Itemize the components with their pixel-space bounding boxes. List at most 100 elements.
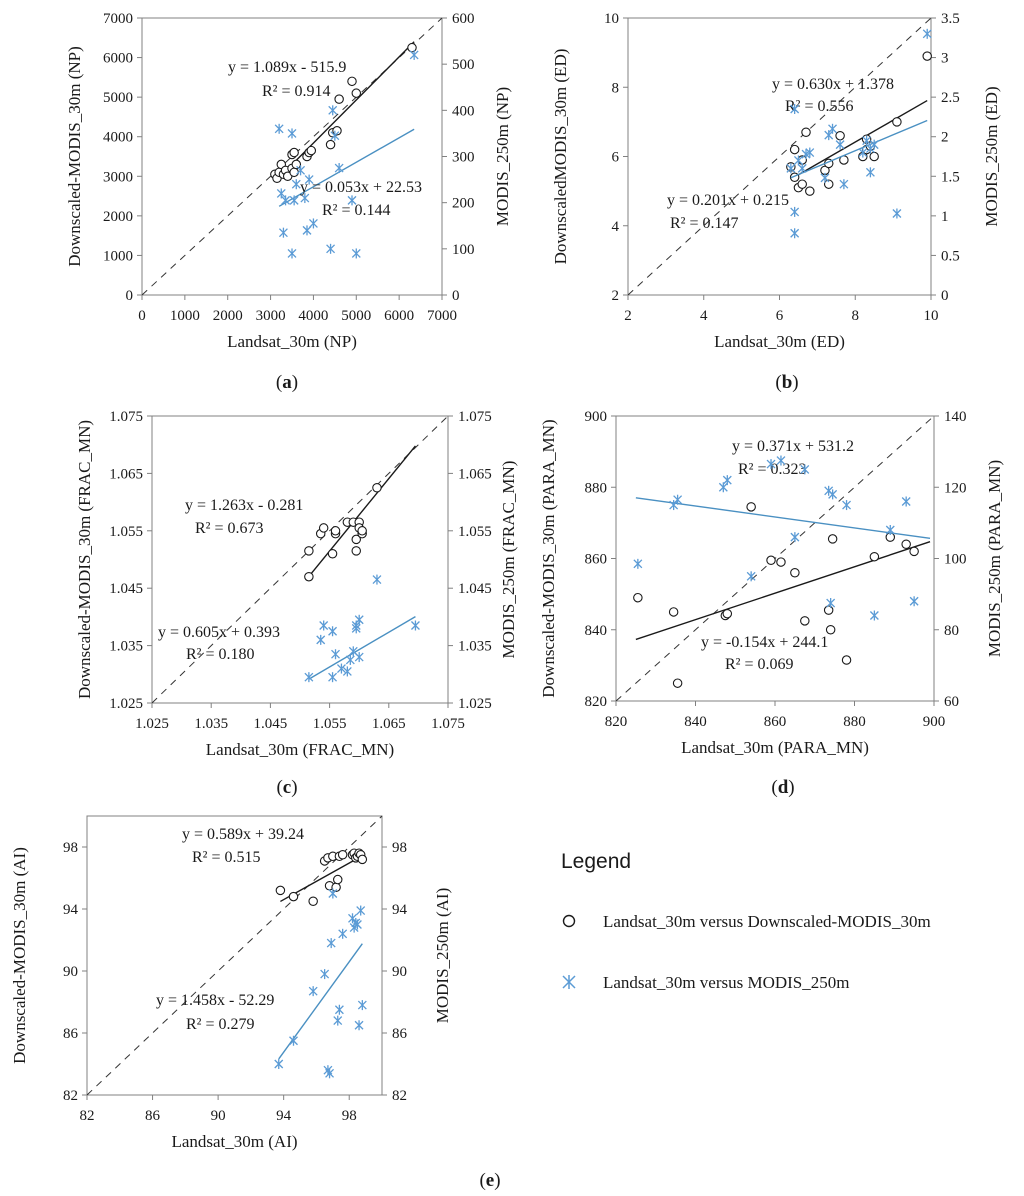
- trend-equation: y = 0.605x + 0.393: [158, 624, 280, 641]
- data-point: [865, 167, 875, 178]
- x-tick-label: 98: [342, 1108, 357, 1124]
- y-right-tick-label: 80: [944, 623, 959, 639]
- data-point: [776, 557, 786, 567]
- y-left-axis-label: Downscaled-MODIS_30m (AI): [10, 847, 29, 1064]
- y-left-tick-label: 1.065: [109, 466, 143, 482]
- y-left-tick-label: 6: [612, 150, 620, 166]
- trend-line: [278, 128, 415, 207]
- legend-item-circle: Landsat_30m versus Downscaled-MODIS_30m: [562, 912, 931, 931]
- data-point: [901, 539, 911, 549]
- data-point: [326, 938, 336, 949]
- data-point: [766, 459, 776, 470]
- data-point: [766, 555, 776, 566]
- data-point: [789, 144, 800, 155]
- data-point: [892, 208, 902, 219]
- x-tick-label: 4: [700, 308, 708, 324]
- trend-equation: y = 0.201x + 0.215: [667, 192, 789, 209]
- data-point: [319, 620, 329, 631]
- y-right-axis-label: MODIS_250m (AI): [433, 888, 452, 1024]
- data-point: [828, 123, 837, 134]
- y-left-tick-label: 4: [612, 219, 620, 235]
- data-point: [328, 888, 338, 899]
- data-point: [333, 1015, 343, 1026]
- legend-star-marker: [562, 975, 576, 989]
- series-downscaled: y = 0.371x + 531.2 R² = 0.323: [633, 438, 931, 688]
- panel-label: (e): [479, 1170, 500, 1191]
- data-point: [289, 167, 299, 178]
- data-point: [334, 163, 344, 174]
- series-modis: y = 0.053x + 22.53 R² = 0.144: [274, 49, 422, 259]
- x-tick-label: 6: [776, 308, 784, 324]
- data-point: [274, 1059, 284, 1069]
- data-point: [354, 614, 364, 625]
- x-tick-label: 7000: [427, 308, 457, 324]
- y-left-tick-label: 1.035: [109, 639, 143, 655]
- y-left-tick-label: 6000: [103, 51, 133, 67]
- y-left-tick-label: 860: [585, 552, 608, 568]
- x-tick-label: 94: [276, 1108, 292, 1124]
- data-point: [289, 195, 299, 206]
- plots-layer: 0 1000 2000 3000 4000 5000 6000 700001000200030…: [10, 11, 1004, 1191]
- y-right-tick-label: 0: [452, 288, 460, 304]
- data-point: [722, 475, 732, 486]
- data-point: [291, 179, 301, 190]
- data-point: [304, 672, 314, 683]
- panel-label: (c): [276, 777, 297, 798]
- plot-frame: [151, 415, 449, 704]
- y-right-axis-label: MODIS_250m (ED): [982, 86, 1001, 226]
- data-point: [797, 163, 807, 174]
- panel-c: 1.025 1.035 1.045 1.055 1.065 1.075 1.025 1.035…: [75, 409, 518, 798]
- y-left-tick-label: 1.055: [109, 524, 143, 540]
- data-point: [793, 155, 803, 166]
- data-point: [801, 127, 811, 138]
- legend-item-label: Landsat_30m versus MODIS_250m: [603, 973, 849, 992]
- data-point: [308, 986, 318, 997]
- x-tick-label: 1000: [170, 308, 200, 324]
- series-modis: y = 0.605x + 0.393 R² = 0.180: [158, 574, 420, 683]
- data-point: [327, 549, 338, 559]
- y-left-tick-label: 2: [612, 288, 620, 304]
- x-tick-label: 82: [80, 1108, 95, 1124]
- y-right-tick-label: 1.075: [458, 409, 492, 425]
- y-right-tick-label: 1.5: [941, 169, 960, 185]
- x-tick-label: 900: [923, 714, 946, 730]
- x-tick-label: 1.035: [194, 716, 228, 732]
- y-right-tick-label: 300: [452, 150, 475, 166]
- x-tick-label: 5000: [341, 308, 371, 324]
- trend-r2: R² = 0.914: [262, 83, 331, 100]
- data-point: [633, 558, 643, 569]
- y-right-tick-label: 0: [941, 288, 949, 304]
- data-point: [668, 607, 679, 617]
- data-point: [869, 610, 879, 621]
- data-point: [828, 489, 838, 500]
- data-point: [805, 147, 815, 158]
- data-point: [330, 130, 340, 141]
- y-left-tick-label: 880: [585, 480, 608, 496]
- data-point: [825, 624, 836, 635]
- trend-line: [274, 41, 415, 183]
- legend-title: Legend: [561, 850, 631, 873]
- y-right-tick-label: 400: [452, 103, 475, 119]
- data-point: [334, 1004, 344, 1015]
- data-point: [922, 28, 932, 39]
- data-point: [797, 179, 807, 189]
- y-right-tick-label: 100: [452, 242, 475, 258]
- y-right-tick-label: 3: [941, 51, 949, 67]
- y-right-tick-label: 2: [941, 130, 949, 146]
- y-left-tick-label: 900: [585, 409, 608, 425]
- data-point: [300, 193, 310, 204]
- trend-line: [635, 497, 931, 540]
- trend-r2: R² = 0.069: [725, 656, 794, 673]
- y-right-tick-label: 0.5: [941, 248, 960, 264]
- y-left-tick-label: 3000: [103, 169, 133, 185]
- data-point: [842, 500, 852, 511]
- x-tick-label: 86: [145, 1108, 161, 1124]
- y-right-tick-label: 200: [452, 196, 475, 212]
- data-point: [909, 596, 919, 607]
- x-axis-label: Landsat_30m (FRAC_MN): [206, 740, 394, 759]
- x-tick-label: 820: [605, 714, 628, 730]
- data-point: [332, 874, 343, 885]
- data-point: [345, 654, 355, 665]
- data-point: [835, 139, 845, 150]
